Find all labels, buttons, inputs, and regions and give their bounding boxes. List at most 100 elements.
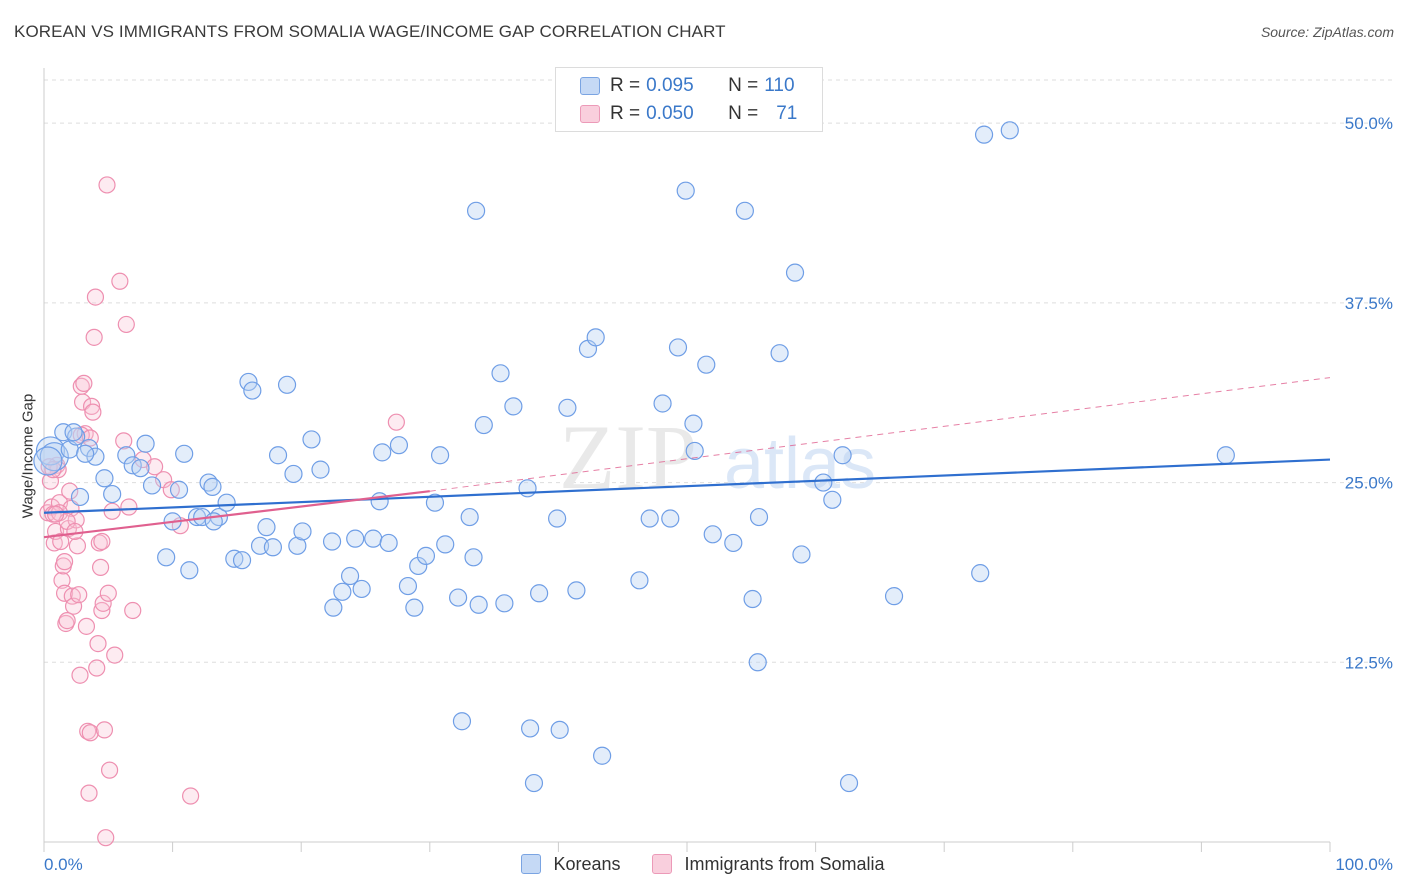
r-label: R = (610, 103, 641, 124)
r-label: R = (610, 75, 641, 96)
somalia-point (66, 522, 84, 541)
somalia-point (55, 553, 74, 571)
stats-row-somalia: R = 0.050 N = 71 (580, 101, 797, 127)
somalia-trend-line (43, 490, 430, 539)
korean-point (567, 581, 586, 600)
somalia-point (86, 288, 105, 306)
grid-lines (44, 79, 1395, 663)
korean-point (117, 446, 136, 465)
somalia-point (387, 413, 405, 431)
legend-label-koreans: Koreans (553, 853, 621, 874)
korean-point (311, 460, 330, 479)
n-value: 71 (776, 103, 798, 124)
somalia-point (117, 315, 135, 334)
korean-point (389, 436, 409, 455)
somalia-point (95, 721, 114, 739)
y-tick-label: 12.5% (1345, 653, 1393, 672)
r-value: 0.095 (646, 75, 694, 96)
korean-point (518, 479, 537, 498)
x-tick-label-max: 100.0% (1335, 855, 1393, 874)
korean-point (284, 464, 303, 484)
somalia-point (88, 659, 106, 677)
korean-point (268, 446, 288, 465)
korean-point (175, 444, 194, 463)
korean-point (743, 589, 762, 609)
korean-point (1216, 446, 1235, 465)
x-tick-label-min: 0.0% (44, 855, 83, 874)
korean-point (452, 712, 472, 731)
chart-title: KOREAN VS IMMIGRANTS FROM SOMALIA WAGE/I… (14, 22, 726, 41)
korean-point (324, 598, 343, 617)
somalia-point (57, 614, 75, 633)
korean-point (157, 548, 176, 567)
somalia-point (100, 761, 119, 779)
somalia-point (70, 586, 88, 604)
korean-point (409, 556, 428, 576)
somalia-point (124, 601, 142, 620)
korean-point (460, 507, 479, 527)
stats-legend: R = 0.095 N = 110 R = 0.050 N = 71 (555, 67, 823, 132)
korean-point (653, 394, 672, 413)
korean-point (448, 588, 468, 607)
koreans-trend-line (43, 458, 1331, 514)
korean-point (203, 477, 222, 496)
korean-point (103, 484, 122, 504)
korean-point (288, 536, 307, 555)
korean-point (504, 397, 523, 416)
korean-point (814, 473, 833, 492)
korean-point (136, 434, 155, 453)
korean-point (586, 328, 605, 347)
korean-point (346, 529, 365, 548)
korean-point (749, 507, 769, 527)
korean-point (640, 509, 659, 528)
n-label: N = (728, 75, 759, 96)
korean-point (64, 423, 83, 442)
somalia-point (46, 505, 65, 523)
korean-point (379, 533, 398, 553)
korean-point (76, 444, 95, 463)
y-tick-label: 37.5% (1345, 294, 1393, 313)
korean-point (724, 533, 743, 553)
korean-point (792, 545, 811, 564)
korean-point (785, 263, 805, 282)
korean-point (217, 493, 236, 512)
korean-point (833, 446, 852, 465)
korean-point (823, 490, 842, 509)
korean-point (398, 576, 418, 596)
somalia-point (103, 502, 121, 520)
korean-point (974, 125, 994, 144)
somalia-point (97, 829, 115, 847)
korean-point (685, 441, 704, 461)
watermark-atlas: atlas (724, 424, 876, 504)
source-note: Source: ZipAtlas.com (1260, 24, 1394, 40)
somalia-point (162, 481, 180, 499)
somalia-point (71, 666, 89, 684)
trend-lines (43, 377, 1331, 539)
legend-label-somalia: Immigrants from Somalia (684, 853, 885, 874)
y-tick-label: 25.0% (1345, 474, 1393, 493)
somalia-point (84, 403, 102, 421)
n-value: 110 (764, 75, 795, 96)
n-label: N = (728, 103, 759, 124)
legend-item-somalia: Immigrants from Somalia (652, 853, 885, 875)
stats-row-koreans: R = 0.095 N = 110 (580, 73, 795, 99)
somalia-point (85, 328, 103, 346)
somalia-point (82, 397, 101, 415)
somalia-point (98, 176, 116, 194)
somalia-point (145, 458, 164, 476)
korean-point (466, 201, 486, 220)
somalia-point (94, 594, 112, 612)
korean-point (684, 414, 703, 433)
korean-point (436, 535, 455, 554)
korean-point (676, 181, 695, 200)
somalia-point (120, 498, 138, 516)
korean-point (839, 773, 859, 793)
korean-point (884, 587, 904, 606)
somalia-point (58, 611, 76, 630)
korean-point (495, 594, 514, 613)
korean-point (340, 566, 360, 586)
korean-point (558, 398, 577, 417)
korean-point (530, 584, 549, 603)
somalia-legend-swatch (652, 854, 673, 874)
watermark-zip: ZIP (559, 406, 697, 508)
